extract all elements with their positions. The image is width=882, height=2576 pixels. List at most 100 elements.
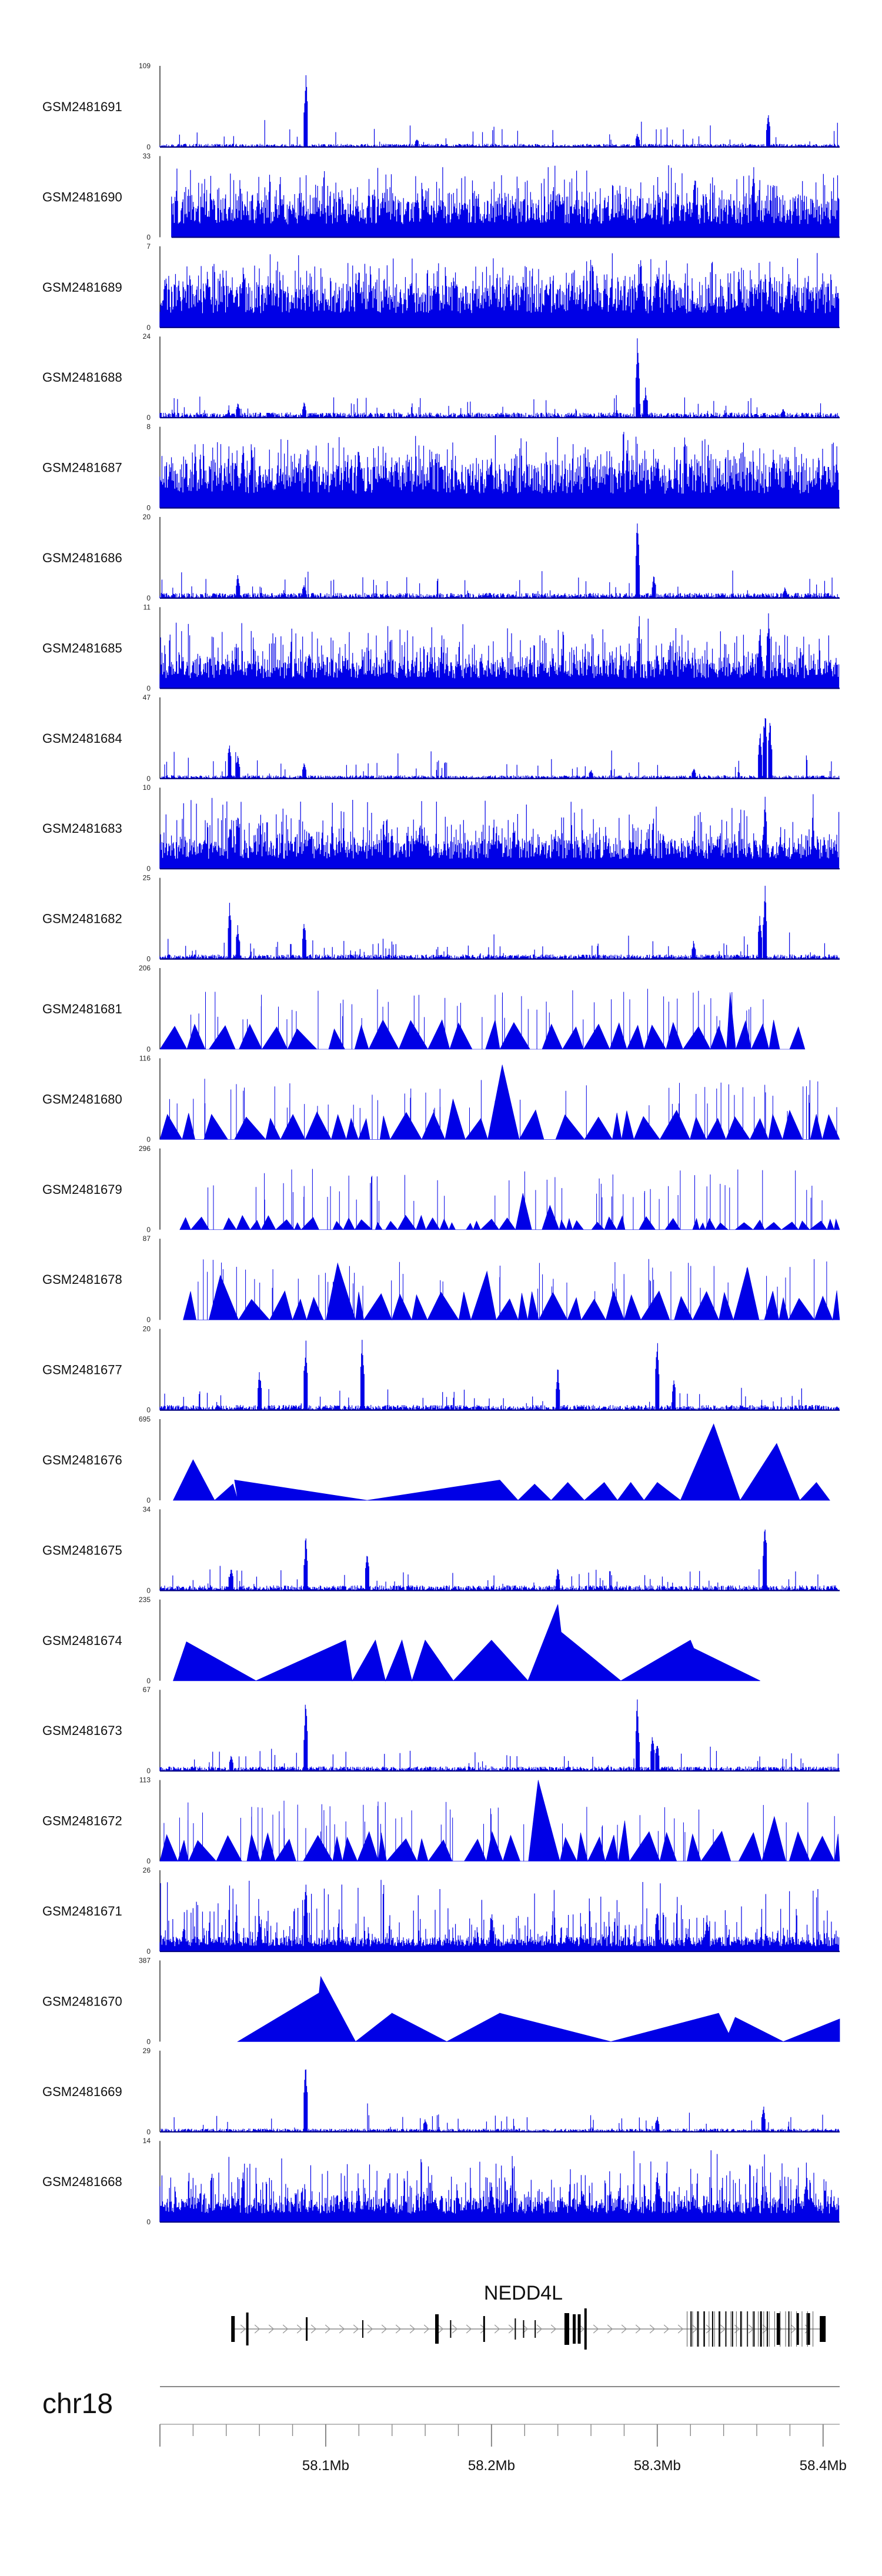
track-ymin-label: 0 — [146, 1496, 151, 1504]
track-ymax-label: 387 — [139, 1956, 151, 1964]
track-coverage-spikes — [208, 1169, 823, 1230]
track-ymin-label: 0 — [146, 955, 151, 963]
track-GSM2481687: GSM2481687 8 0 — [42, 423, 840, 512]
track-label: GSM2481670 — [42, 1994, 122, 2008]
track-GSM2481691: GSM2481691 109 0 — [42, 62, 840, 151]
track-ymax-label: 14 — [143, 2137, 151, 2145]
track-coverage-bars — [159, 2150, 840, 2223]
track-label: GSM2481682 — [42, 912, 122, 926]
gene-exons — [231, 2308, 826, 2350]
track-ymin-label: 0 — [146, 233, 151, 241]
track-GSM2481688: GSM2481688 24 0 — [42, 332, 840, 422]
track-GSM2481682: GSM2481682 25 0 — [42, 874, 840, 963]
track-coverage-bars — [159, 1340, 840, 1410]
track-ymax-label: 206 — [139, 964, 151, 972]
track-ymin-label: 0 — [146, 2037, 151, 2046]
track-label: GSM2481671 — [42, 1904, 122, 1918]
track-ymin-label: 0 — [146, 684, 151, 692]
gene-label: NEDD4L — [484, 2282, 563, 2304]
track-label: GSM2481679 — [42, 1182, 122, 1197]
chromosome-label: chr18 — [42, 2388, 113, 2420]
track-coverage-spikes — [198, 1259, 827, 1320]
track-coverage-bars — [159, 613, 840, 689]
track-label: GSM2481672 — [42, 1814, 122, 1828]
track-label: GSM2481689 — [42, 280, 122, 295]
track-ymin-label: 0 — [146, 1226, 151, 1234]
track-coverage-bars — [160, 2069, 840, 2132]
track-ymin-label: 0 — [146, 775, 151, 783]
gene-model: NEDD4L — [231, 2282, 826, 2350]
track-GSM2481679: GSM2481679 296 0 — [42, 1144, 840, 1234]
track-ymax-label: 20 — [143, 513, 151, 521]
track-label: GSM2481685 — [42, 640, 122, 655]
track-ymax-label: 26 — [143, 1866, 151, 1874]
track-ymax-label: 25 — [143, 874, 151, 882]
track-coverage-bars — [159, 75, 840, 147]
track-label: GSM2481669 — [42, 2084, 122, 2099]
track-ymax-label: 109 — [139, 62, 151, 70]
track-ymax-label: 67 — [143, 1686, 151, 1694]
track-ymax-label: 10 — [143, 783, 151, 792]
track-coverage-bars — [159, 523, 840, 598]
track-ymin-label: 0 — [146, 1135, 151, 1143]
track-coverage-spikes — [191, 989, 764, 1049]
track-ymax-label: 235 — [139, 1596, 151, 1604]
track-coverage-spikes — [169, 1079, 837, 1140]
track-ymax-label: 296 — [139, 1144, 151, 1153]
track-label: GSM2481673 — [42, 1723, 122, 1738]
track-ymin-label: 0 — [146, 594, 151, 602]
track-coverage-bars — [159, 886, 840, 959]
track-GSM2481671: GSM2481671 26 0 — [42, 1866, 840, 1956]
track-ymin-label: 0 — [146, 1316, 151, 1324]
track-label: GSM2481680 — [42, 1092, 122, 1106]
track-GSM2481689: GSM2481689 7 0 — [42, 242, 840, 332]
track-ymin-label: 0 — [146, 1947, 151, 1956]
track-ymax-label: 8 — [146, 423, 151, 431]
track-GSM2481690: GSM2481690 33 0 — [42, 152, 840, 241]
track-label: GSM2481678 — [42, 1272, 122, 1287]
track-GSM2481670: GSM2481670 387 0 — [42, 1956, 840, 2046]
track-label: GSM2481674 — [42, 1633, 122, 1648]
track-ymax-label: 20 — [143, 1325, 151, 1333]
track-coverage-area — [179, 1193, 840, 1230]
track-coverage-area — [172, 1423, 830, 1501]
track-GSM2481686: GSM2481686 20 0 — [42, 513, 840, 602]
track-ymin-label: 0 — [146, 143, 151, 151]
track-coverage-area — [159, 992, 806, 1050]
track-GSM2481676: GSM2481676 695 0 — [42, 1415, 830, 1504]
track-ymin-label: 0 — [146, 1406, 151, 1414]
track-ymax-label: 33 — [143, 152, 151, 160]
track-coverage-bars — [159, 794, 840, 869]
track-ymax-label: 113 — [139, 1776, 151, 1784]
axis-tick-label: 58.4Mb — [800, 2458, 847, 2474]
genomic-axis: chr18 58.1Mb 58.2Mb 58.3Mb 58.4Mb — [42, 2386, 847, 2474]
track-coverage-bars — [160, 718, 840, 779]
track-label: GSM2481688 — [42, 370, 122, 385]
track-GSM2481673: GSM2481673 67 0 — [42, 1686, 840, 1775]
track-ymin-label: 0 — [146, 323, 151, 332]
track-GSM2481678: GSM2481678 87 0 — [42, 1234, 840, 1324]
track-ymax-label: 24 — [143, 332, 151, 341]
track-label: GSM2481675 — [42, 1543, 122, 1557]
track-GSM2481669: GSM2481669 29 0 — [42, 2047, 840, 2136]
track-GSM2481672: GSM2481672 113 0 — [42, 1776, 840, 1866]
track-ymax-label: 87 — [143, 1234, 151, 1243]
track-label: GSM2481677 — [42, 1363, 122, 1377]
track-ymin-label: 0 — [146, 2128, 151, 2136]
track-GSM2481684: GSM2481684 47 0 — [42, 693, 840, 783]
track-coverage-area — [159, 1780, 840, 1862]
track-label: GSM2481681 — [42, 1002, 122, 1016]
track-ymin-label: 0 — [146, 1677, 151, 1685]
track-coverage-spikes — [163, 1800, 835, 1861]
track-GSM2481677: GSM2481677 20 0 — [42, 1325, 840, 1414]
track-label: GSM2481676 — [42, 1453, 122, 1467]
track-GSM2481675: GSM2481675 34 0 — [42, 1505, 840, 1594]
track-coverage-area — [173, 1604, 760, 1682]
track-label: GSM2481668 — [42, 2174, 122, 2189]
track-label: GSM2481687 — [42, 461, 122, 475]
track-GSM2481685: GSM2481685 11 0 — [42, 603, 840, 692]
track-coverage-area — [237, 1976, 840, 2043]
track-ymin-label: 0 — [146, 865, 151, 873]
axis-tick-label: 58.1Mb — [302, 2458, 349, 2474]
